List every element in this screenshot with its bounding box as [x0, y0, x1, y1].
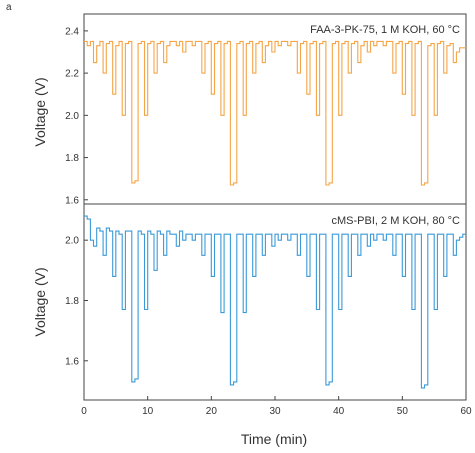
top-y-axis-label: Voltage (V): [32, 77, 48, 146]
top-y-axis-ticks: 1.6 1.8 2.0 2.2 2.4: [65, 26, 88, 206]
bottom-panel-annotation: cMS-PBI, 2 M KOH, 80 °C: [332, 215, 461, 227]
x-tick-label: 50: [397, 406, 409, 417]
x-tick-label: 0: [81, 406, 87, 417]
bottom-y-axis-ticks: 1.6 1.8 2.0: [65, 236, 88, 367]
x-axis-label: Time (min): [241, 431, 307, 447]
top-y-tick-label: 2.2: [65, 69, 79, 80]
top-y-tick-label: 1.6: [65, 195, 79, 206]
top-panel: FAA-3-PK-75, 1 M KOH, 60 °C Voltage (V) …: [32, 13, 467, 206]
bottom-y-axis-label: Voltage (V): [32, 267, 48, 336]
x-tick-label: 30: [269, 406, 281, 417]
x-tick-label: 20: [206, 406, 218, 417]
bottom-voltage-series: [84, 215, 466, 389]
bottom-panel: cMS-PBI, 2 M KOH, 80 °C Voltage (V) 1.61…: [32, 203, 467, 401]
x-tick-label: 10: [142, 406, 154, 417]
x-tick-label: 40: [333, 406, 345, 417]
top-y-tick-label: 1.8: [65, 153, 79, 164]
x-tick-label: 60: [460, 406, 472, 417]
panel-label: a: [6, 2, 12, 13]
top-voltage-series: [84, 40, 466, 186]
bottom-y-tick-label: 1.8: [65, 296, 79, 307]
bottom-y-tick-label: 1.6: [65, 356, 79, 367]
bottom-y-tick-label: 2.0: [65, 236, 79, 247]
top-y-tick-label: 2.0: [65, 111, 79, 122]
top-panel-annotation: FAA-3-PK-75, 1 M KOH, 60 °C: [310, 24, 460, 36]
top-y-tick-label: 2.4: [65, 26, 79, 37]
x-axis-ticks: 0 10 20 30 40 50 60: [81, 396, 472, 417]
